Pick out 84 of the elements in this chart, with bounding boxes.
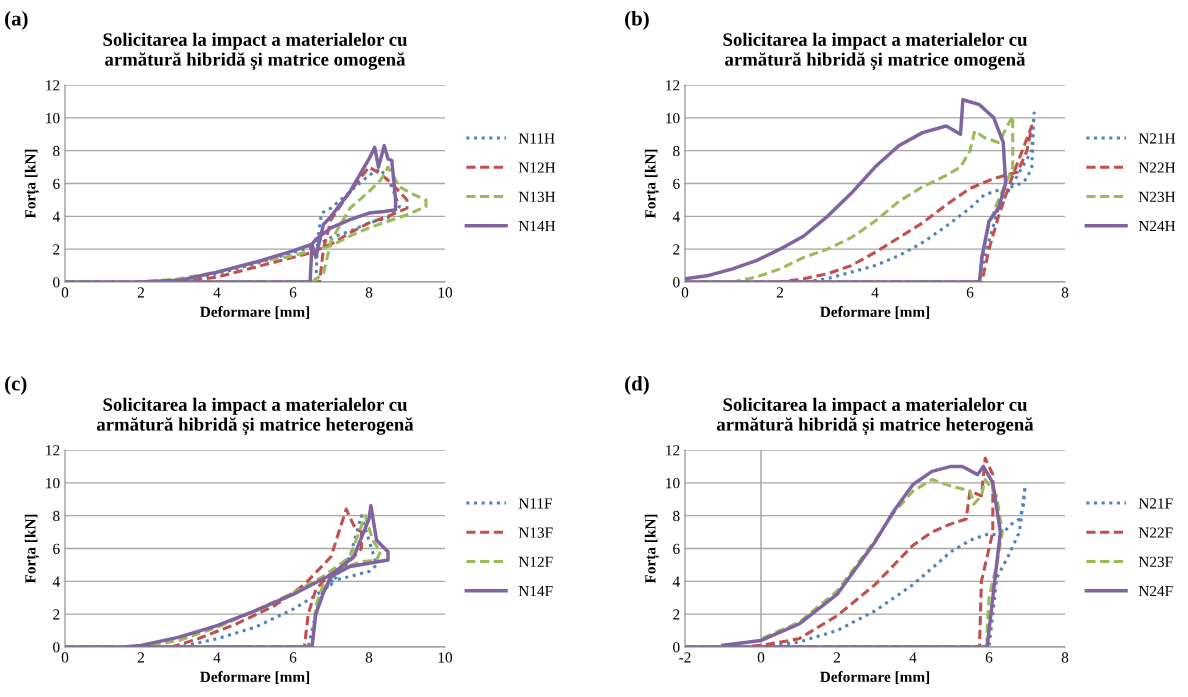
y-tick-label: 0 xyxy=(673,277,680,288)
y-axis-title: Forța [kN] xyxy=(644,149,660,219)
legend-label: N13F xyxy=(518,527,553,538)
x-tick-label: 6 xyxy=(289,287,297,298)
x-tick-label: 2 xyxy=(137,652,144,663)
x-tick-label: 2 xyxy=(776,287,783,298)
y-tick-label: 8 xyxy=(673,510,680,522)
chart-title: Solicitarea la impact a materialelor cu armătură hibridă și matrice omogenă xyxy=(103,32,407,71)
y-tick-label: 4 xyxy=(672,211,680,222)
x-tick-label: 2 xyxy=(137,287,144,298)
legend-label: N22F xyxy=(1138,527,1173,538)
x-tick-label: 10 xyxy=(438,652,453,663)
x-tick-label: 0 xyxy=(61,287,69,298)
y-tick-label: 0 xyxy=(53,642,60,653)
y-tick-label: 0 xyxy=(673,642,680,653)
legend-label: N14F xyxy=(518,585,553,597)
legend-label: N11F xyxy=(518,498,552,509)
x-axis-title: Deformare [mm] xyxy=(200,671,310,684)
x-axis-title: Deformare [mm] xyxy=(820,671,930,684)
x-tick-label: 6 xyxy=(985,652,993,663)
x-tick-label: 0 xyxy=(757,652,765,663)
legend-label: N22H xyxy=(1138,162,1176,173)
legend-label: N23F xyxy=(1138,556,1173,567)
legend-label: N12H xyxy=(518,162,556,173)
text: (b) xyxy=(625,10,649,30)
y-tick-label: 6 xyxy=(53,178,60,189)
x-tick-label: 0 xyxy=(61,652,69,663)
x-axis-title: Deformare [mm] xyxy=(200,306,310,319)
y-tick-label: 4 xyxy=(52,576,60,587)
y-tick-label: 8 xyxy=(53,510,60,522)
y-tick-label: 2 xyxy=(673,609,680,620)
y-tick-label: 4 xyxy=(52,211,60,222)
y-tick-label: 12 xyxy=(666,445,680,456)
legend-label: N11H xyxy=(518,133,555,144)
y-tick-label: 2 xyxy=(673,244,680,255)
legend-label: N24F xyxy=(1138,585,1173,597)
y-tick-label: 12 xyxy=(46,80,60,91)
x-tick-label: 2 xyxy=(833,652,840,663)
y-tick-label: 10 xyxy=(666,477,680,489)
y-tick-label: 10 xyxy=(46,112,60,124)
text: (d) xyxy=(625,375,649,395)
y-axis-title: Forța [kN] xyxy=(644,514,660,584)
x-tick-label: 8 xyxy=(1061,652,1069,663)
y-tick-label: 6 xyxy=(53,543,60,554)
y-tick-label: 10 xyxy=(666,112,680,124)
y-axis-title: Forța [kN] xyxy=(24,514,40,584)
x-tick-label: -2 xyxy=(679,652,691,663)
line-series xyxy=(65,144,398,282)
chart-title: Solicitarea la impact a materialelor cu armătură hibridă și matrice omogenă xyxy=(723,32,1027,71)
legend-label: N13H xyxy=(518,191,556,202)
y-tick-label: 2 xyxy=(53,244,60,255)
y-tick-label: 4 xyxy=(672,576,680,587)
x-tick-label: 6 xyxy=(289,652,297,663)
x-axis-title: Deformare [mm] xyxy=(820,306,930,319)
legend-label: N21H xyxy=(1138,133,1176,144)
legend-label: N24H xyxy=(1138,220,1176,232)
y-tick-label: 0 xyxy=(53,277,60,288)
y-tick-label: 8 xyxy=(53,145,60,157)
text: (a) xyxy=(5,10,28,30)
x-tick-label: 0 xyxy=(681,287,689,298)
legend-label: N14H xyxy=(518,220,556,232)
y-tick-label: 6 xyxy=(673,543,680,554)
y-tick-label: 12 xyxy=(46,445,60,456)
x-tick-label: 8 xyxy=(365,287,373,298)
x-tick-label: 4 xyxy=(871,287,879,298)
text: (c) xyxy=(5,375,27,395)
chart-title: Solicitarea la impact a materialelor cu armătură hibridă și matrice heterogenă xyxy=(716,397,1034,436)
y-tick-label: 8 xyxy=(673,145,680,157)
x-tick-label: 10 xyxy=(438,287,453,298)
legend-label: N21F xyxy=(1138,498,1173,509)
legend-label: N23H xyxy=(1138,191,1176,202)
y-tick-label: 10 xyxy=(46,477,60,489)
x-tick-label: 4 xyxy=(213,287,221,298)
x-tick-label: 8 xyxy=(365,652,373,663)
legend-label: N12F xyxy=(518,556,553,567)
x-tick-label: 6 xyxy=(966,287,974,298)
y-tick-label: 12 xyxy=(666,80,680,91)
x-tick-label: 8 xyxy=(1061,287,1069,298)
y-tick-label: 6 xyxy=(673,178,680,189)
y-axis-title: Forța [kN] xyxy=(24,149,40,219)
chart-title: Solicitarea la impact a materialelor cu armătură hibridă și matrice heterogenă xyxy=(96,397,414,436)
x-tick-label: 4 xyxy=(909,652,917,663)
y-tick-label: 2 xyxy=(53,609,60,620)
x-tick-label: 4 xyxy=(213,652,221,663)
